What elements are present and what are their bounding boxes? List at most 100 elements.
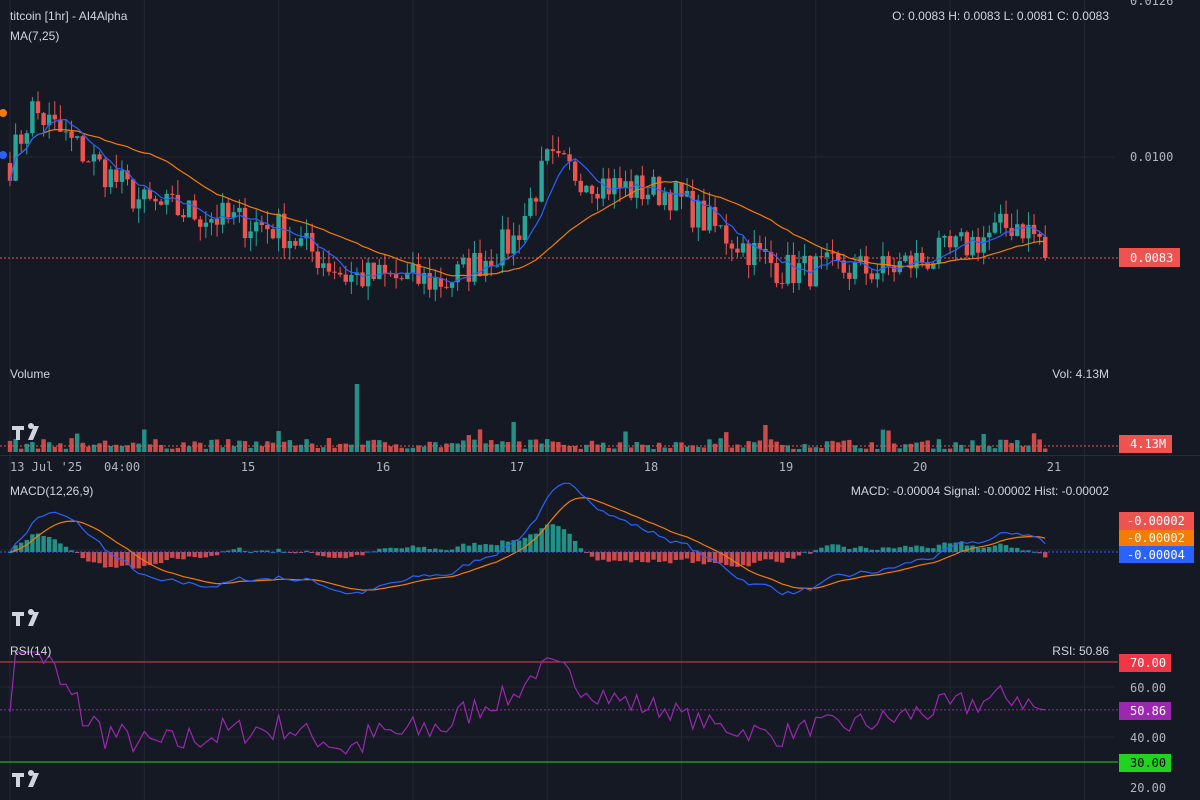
volume-bar (461, 440, 466, 452)
rsi-panel[interactable] (0, 651, 1118, 763)
candle-body (416, 264, 421, 284)
macd-hist-bar (718, 552, 723, 563)
volume-bar (740, 447, 746, 452)
candle-body (970, 236, 975, 256)
macd-hist-bar (332, 552, 337, 558)
volume-bar (886, 430, 891, 452)
volume-bar (382, 442, 388, 452)
volume-panel[interactable] (0, 384, 1118, 452)
macd-line (9, 482, 1046, 596)
macd-hist-bar (589, 552, 595, 557)
volume-bar (399, 447, 404, 452)
volume-bar (147, 444, 153, 452)
candle-body (304, 232, 309, 239)
volume-bar (1043, 448, 1048, 452)
macd-hist-bar (220, 551, 225, 553)
volume-bar (1009, 442, 1014, 452)
macd-readout: MACD: -0.00004 Signal: -0.00002 Hist: -0… (851, 484, 1109, 498)
macd-value-tag (1119, 546, 1194, 563)
macd-hist-bar (891, 548, 897, 552)
candle-body (606, 178, 611, 195)
time-label-16: 16 (376, 460, 390, 474)
volume-bar (1003, 439, 1009, 452)
volume-bar (981, 434, 986, 452)
volume-bar (449, 443, 455, 452)
candle-body (433, 278, 438, 290)
macd-hist-bar (556, 526, 561, 552)
macd-hist-bar (86, 552, 91, 562)
volume-bar (612, 448, 617, 452)
macd-hist-bar (712, 552, 718, 564)
volume-bar (136, 443, 141, 452)
macd-hist-bar (164, 552, 169, 561)
macd-hist-bar (449, 549, 455, 552)
volume-bar (13, 438, 18, 452)
ma-slow-line (9, 128, 1046, 277)
macd-hist-bar (908, 547, 914, 552)
candle-body (427, 273, 432, 290)
volume-bar (556, 442, 561, 452)
candle-body (410, 264, 416, 273)
volume-bar (696, 446, 701, 452)
candle-body (7, 162, 13, 181)
macd-hist-bar (651, 552, 656, 560)
candle-body (58, 119, 63, 132)
candle-body (293, 241, 298, 246)
macd-panel[interactable] (0, 482, 1118, 596)
last-volume-label: 4.13M (1130, 437, 1166, 451)
macd-hist-bar (175, 552, 181, 559)
candle-body (662, 192, 667, 206)
macd-hist-bar (276, 548, 281, 552)
volume-bar (718, 438, 723, 452)
candle-body (953, 236, 958, 248)
macd-hist-bar (399, 548, 404, 552)
volume-bar (578, 448, 583, 452)
candle-body (309, 232, 315, 252)
macd-hist-bar (433, 548, 438, 552)
macd-hist-bar (668, 552, 673, 564)
volume-bar (835, 442, 841, 452)
macd-hist-bar (584, 552, 589, 553)
volume-bar (410, 447, 416, 452)
macd-hist-bar (628, 552, 634, 563)
candle-body (170, 193, 175, 195)
volume-bar (298, 444, 304, 452)
volume-bar (1026, 445, 1031, 452)
candle-body (175, 194, 181, 216)
macd-hist-tag (1119, 512, 1194, 530)
ma-fast-marker-icon (0, 151, 7, 159)
macd-hist-bar (226, 550, 231, 552)
candle-body (617, 178, 623, 188)
volume-bar (86, 446, 91, 452)
macd-hist-bar (768, 552, 774, 560)
candle-body (701, 200, 707, 231)
macd-hist-bar (886, 547, 891, 552)
volume-bar (119, 446, 125, 452)
candle-body (875, 273, 880, 280)
volume-bar (125, 445, 130, 452)
candle-body (1026, 224, 1031, 239)
volume-bar (198, 442, 203, 452)
tradingview-logo-icon (12, 770, 39, 787)
macd-hist-bar (869, 549, 874, 552)
candle-body (718, 225, 723, 227)
volume-bar (259, 446, 265, 452)
volume-bar (539, 443, 544, 452)
macd-hist-bar (746, 552, 751, 567)
volume-bar (130, 442, 136, 452)
macd-hist-bar (198, 552, 203, 558)
macd-hist-bar (416, 547, 421, 552)
macd-hist-bar (600, 552, 606, 560)
volume-bar (919, 441, 925, 452)
grid (0, 0, 1115, 800)
candle-body (321, 263, 326, 268)
volume-bar (24, 443, 29, 452)
candle-body (382, 264, 388, 274)
volume-bar (186, 446, 192, 452)
candle-body (533, 198, 539, 202)
candle-body (147, 189, 153, 199)
volume-bar (746, 441, 751, 452)
price-panel[interactable] (0, 91, 1118, 302)
